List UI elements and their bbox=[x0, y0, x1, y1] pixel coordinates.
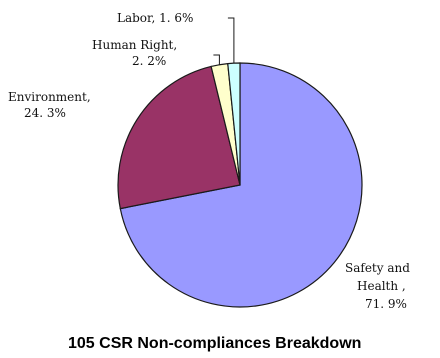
slice-label-human-right: Human Right, 2. 2% bbox=[92, 38, 177, 68]
slice-label-labor: Labor, 1. 6% bbox=[117, 11, 193, 25]
leader-lines bbox=[213, 17, 235, 65]
leader-line-human-right bbox=[213, 54, 220, 65]
slice-label-safety-and-health: Safety and Health , 71. 9% bbox=[345, 261, 410, 311]
slice-labels: Safety and Health , 71. 9% Environment, 24. … bbox=[8, 11, 410, 311]
pie-slices bbox=[117, 62, 363, 308]
slice-label-environment: Environment, 24. 3% bbox=[8, 90, 91, 120]
pie-slice-environment bbox=[117, 65, 241, 210]
pie-chart: Safety and Health , 71. 9% Environment, 24. … bbox=[8, 11, 410, 311]
leader-line-labor bbox=[227, 17, 235, 64]
pie-slice-safety-and-health bbox=[119, 62, 363, 308]
chart-title: 105 CSR Non-compliances Breakdown bbox=[68, 335, 362, 352]
